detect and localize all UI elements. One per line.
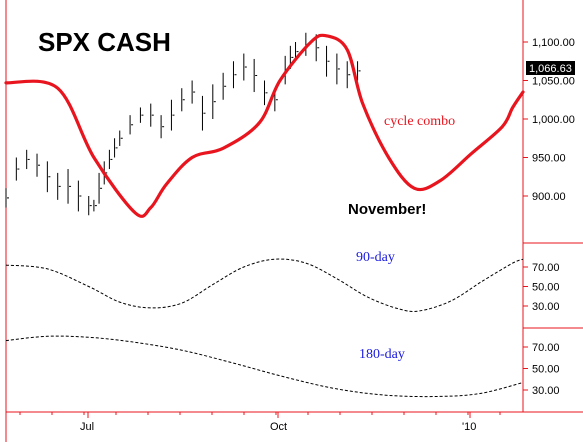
last-price-label: 1,066.63 [529, 63, 572, 75]
last-price-tag-bg [526, 61, 575, 75]
180-day-label: 180-day [359, 347, 405, 362]
cycle-combo-line [4, 33, 525, 218]
180-day-y-tick-label: 30.00 [532, 385, 560, 397]
180-day-cycle-line [5, 335, 524, 398]
price-y-ticks: 1,100.00 1,050.00 1,000.00 950.00 900.00 [523, 37, 575, 203]
price-y-tick-label: 1,050.00 [532, 76, 575, 88]
180-day-y-ticks: 70.00 50.00 30.00 [523, 342, 560, 397]
x-tick-label: '10 [462, 421, 476, 433]
90-day-cycle-line [5, 258, 524, 312]
180-day-y-tick-label: 70.00 [532, 342, 560, 354]
price-bars [5, 32, 361, 216]
price-y-tick-label: 1,100.00 [532, 37, 575, 49]
price-y-tick-label: 950.00 [532, 153, 566, 165]
90-day-y-tick-label: 70.00 [532, 262, 560, 274]
price-y-tick-label: 900.00 [532, 191, 566, 203]
price-y-tick-label: 1,000.00 [532, 114, 575, 126]
90-day-y-tick-label: 30.00 [532, 301, 560, 313]
x-tick-label: Oct [270, 421, 287, 433]
november-callout: November! [348, 201, 426, 218]
180-day-y-tick-label: 50.00 [532, 364, 560, 376]
90-day-y-tick-label: 50.00 [532, 282, 560, 294]
cycle-combo-label: cycle combo [384, 114, 455, 129]
chart-title: SPX CASH [38, 27, 171, 57]
90-day-label: 90-day [356, 250, 395, 265]
x-ticks: Jul Oct '10 [19, 412, 501, 433]
90-day-y-ticks: 70.00 50.00 30.00 [523, 262, 560, 313]
x-tick-label: Jul [80, 421, 94, 433]
